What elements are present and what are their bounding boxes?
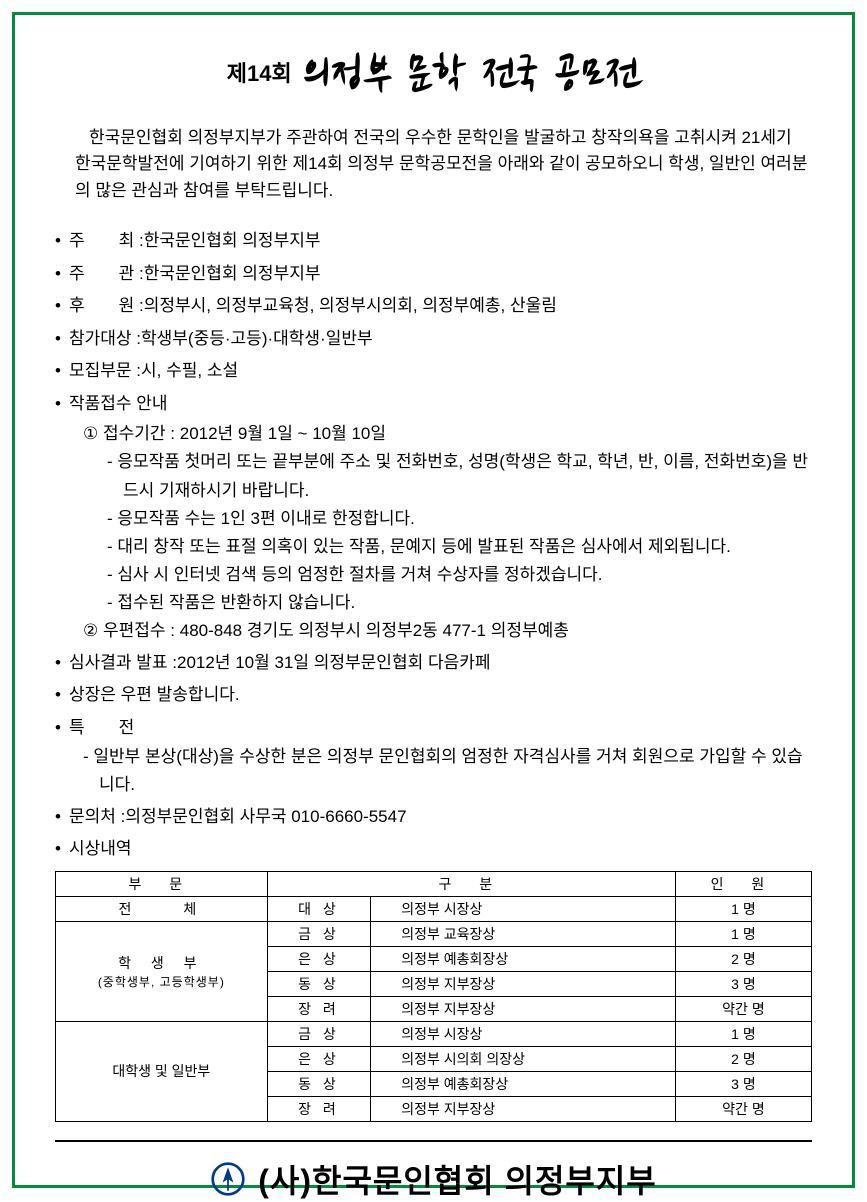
host-item: •주 최 : 한국문인협회 의정부지부 <box>55 226 812 257</box>
note-1: - 응모작품 첫머리 또는 끝부분에 주소 및 전화번호, 성명(학생은 학교,… <box>107 448 812 504</box>
table-header-row: 부 문 구 분 인 원 <box>56 871 812 896</box>
document-border: 제14회 의정부 문학 전국 공모전 한국문인협회 의정부지부가 주관하여 전국… <box>12 12 855 1188</box>
table-body: 전 체 대 상 의정부 시장상 1 명 학 생 부(중학생부, 고등학생부) 금… <box>56 896 812 1121</box>
inquiry-item: •문의처 : 의정부문인협회 사무국 010-6660-5547 <box>55 802 812 833</box>
special-notes: - 일반부 본상(대상)을 수상한 분은 의정부 문인협회의 엄정한 자격심사를… <box>55 743 812 799</box>
col-division: 구 분 <box>267 871 675 896</box>
table-row: 대학생 및 일반부 금 상 의정부 시장상 1 명 <box>56 1021 812 1046</box>
student-category: 학 생 부(중학생부, 고등학생부) <box>56 921 268 1021</box>
col-category: 부 문 <box>56 871 268 896</box>
table-row: 전 체 대 상 의정부 시장상 1 명 <box>56 896 812 921</box>
info-list: •주 최 : 한국문인협회 의정부지부 •주 관 : 한국문인협회 의정부지부 … <box>55 226 812 865</box>
result-item: •심사결과 발표 : 2012년 10월 31일 의정부문인협회 다음카페 <box>55 648 812 679</box>
prize-table: 부 문 구 분 인 원 전 체 대 상 의정부 시장상 1 명 학 생 부(중학… <box>55 871 812 1122</box>
edition-label: 제14회 <box>227 56 292 88</box>
period-item: ①접수기간 : 2012년 9월 1일 ~ 10월 10일 - 응모작품 첫머리… <box>83 420 812 617</box>
pen-logo-icon <box>210 1161 246 1197</box>
special-note-1: - 일반부 본상(대상)을 수상한 분은 의정부 문인협회의 엄정한 자격심사를… <box>83 743 812 799</box>
period-notes: - 응모작품 첫머리 또는 끝부분에 주소 및 전화번호, 성명(학생은 학교,… <box>83 448 812 616</box>
sponsor-item: •후 원 : 의정부시, 의정부교육청, 의정부시의회, 의정부예총, 산울림 <box>55 291 812 322</box>
table-row: 학 생 부(중학생부, 고등학생부) 금 상 의정부 교육장상 1 명 <box>56 921 812 946</box>
cert-item: •상장은 우편 발송합니다. <box>55 680 812 711</box>
prize-item: •시상내역 <box>55 834 812 865</box>
special-item: •특 전 - 일반부 본상(대상)을 수상한 분은 의정부 문인협회의 엄정한 … <box>55 713 812 800</box>
intro-paragraph: 한국문인협회 의정부지부가 주관하여 전국의 우수한 문학인을 발굴하고 창작의… <box>55 125 812 204</box>
header: 제14회 의정부 문학 전국 공모전 <box>55 45 812 105</box>
mail-item: ②우편접수 : 480-848 경기도 의정부시 의정부2동 477-1 의정부… <box>83 617 812 646</box>
footer: (사)한국문인협회 의정부지부 <box>55 1156 812 1202</box>
note-3: - 대리 창작 또는 표절 의혹이 있는 작품, 문예지 등에 발표된 작품은 … <box>107 533 812 561</box>
note-2: - 응모작품 수는 1인 3편 이내로 한정합니다. <box>107 505 812 533</box>
target-item: •참가대상 : 학생부(중등·고등)·대학생·일반부 <box>55 324 812 355</box>
col-count: 인 원 <box>675 871 811 896</box>
submission-item: •작품접수 안내 ①접수기간 : 2012년 9월 1일 ~ 10월 10일 -… <box>55 389 812 646</box>
main-title: 의정부 문학 전국 공모전 <box>304 45 641 105</box>
organize-item: •주 관 : 한국문인협회 의정부지부 <box>55 259 812 290</box>
note-5: - 접수된 작품은 반환하지 않습니다. <box>107 589 812 617</box>
footer-org: (사)한국문인협회 의정부지부 <box>258 1156 656 1202</box>
general-category: 대학생 및 일반부 <box>56 1021 268 1121</box>
footer-divider <box>55 1140 812 1142</box>
category-item: •모집부문 : 시, 수필, 소설 <box>55 356 812 387</box>
note-4: - 심사 시 인터넷 검색 등의 엄정한 절차를 거쳐 수상자를 정하겠습니다. <box>107 561 812 589</box>
submission-sublist: ①접수기간 : 2012년 9월 1일 ~ 10월 10일 - 응모작품 첫머리… <box>55 420 812 646</box>
